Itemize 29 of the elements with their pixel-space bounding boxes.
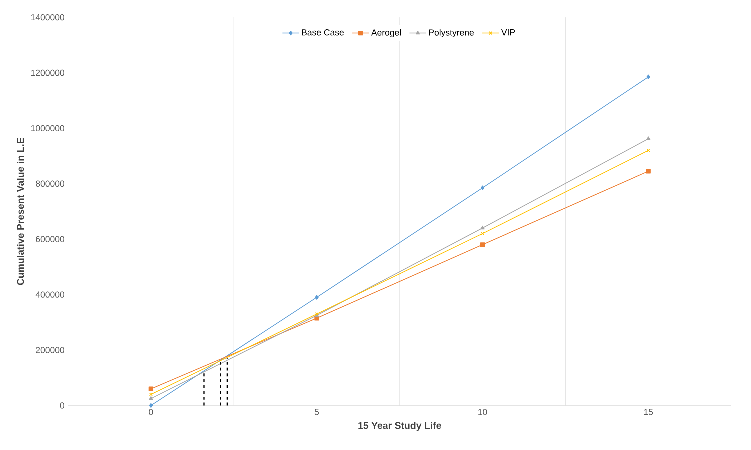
point: [149, 396, 154, 400]
y-tick-label: 800000: [36, 180, 65, 188]
point: [646, 136, 651, 141]
y-tick-label: 0: [60, 402, 65, 410]
point: [481, 232, 485, 236]
point: [480, 186, 485, 191]
y-tick-label: 1000000: [31, 126, 65, 132]
x-tick-label: 5: [314, 409, 320, 416]
point: [149, 404, 154, 408]
point: [646, 75, 650, 80]
legend-label: Base Case: [302, 30, 344, 36]
y-tick-label: 400000: [36, 292, 65, 298]
x-axis-title: 15 Year Study Life: [358, 422, 442, 432]
point: [646, 169, 651, 174]
y-tick-label: 1200000: [31, 70, 65, 76]
x-tick-label: 0: [149, 409, 154, 416]
y-tick-label: 1400000: [31, 14, 65, 21]
legend-label: VIP: [501, 30, 516, 36]
x-tick-label: 15: [644, 409, 654, 416]
point: [148, 386, 154, 392]
legend-label: Aerogel: [371, 30, 401, 38]
y-axis-title: Cumulative Present Value in L.E: [17, 138, 24, 286]
point: [480, 242, 486, 248]
y-tick-label: 200000: [36, 347, 65, 354]
point: [480, 226, 485, 230]
y-tick-label: 600000: [36, 236, 65, 243]
point: [315, 295, 319, 300]
x-tick-label: 10: [478, 409, 488, 416]
legend-label: Polystyrene: [429, 30, 474, 38]
